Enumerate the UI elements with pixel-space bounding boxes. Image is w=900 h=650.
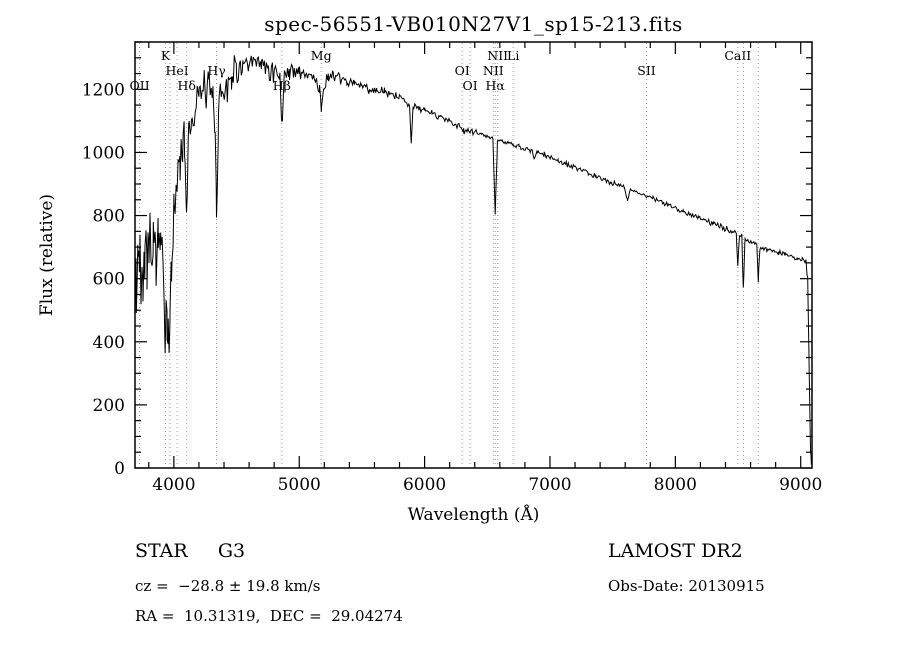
spectral-line-label: OII [130,78,150,93]
spectrum-trace [134,55,812,465]
x-tick-label: 6000 [403,475,446,495]
spectral-line-label: NII [487,48,508,63]
x-tick-label: 9000 [779,475,822,495]
spectral-line-label: Li [507,48,519,63]
spectral-line-label: SII [637,63,656,78]
y-tick-label: 1200 [82,80,125,100]
ra-dec-label: RA = 10.31319, DEC = 29.04274 [135,607,403,625]
plot-frame [134,41,813,469]
x-tick-label: 4000 [152,475,195,495]
spectral-line-label: Hβ [273,78,291,93]
y-tick-label: 200 [93,396,125,416]
spectral-line-label: HeI [165,63,188,78]
spectral-line-label: NII [483,63,504,78]
y-tick-label: 0 [114,459,125,479]
x-tick-label: 5000 [278,475,321,495]
x-tick-label: 7000 [528,475,571,495]
y-tick-label: 400 [93,333,125,353]
spectral-line-label: Mg [311,48,332,63]
spectral-line-label: OI [455,63,470,78]
spectral-line-label: OI [463,78,478,93]
spectral-line-label: Hα [486,78,506,93]
survey-label: LAMOST DR2 [608,540,743,562]
x-tick-label: 8000 [654,475,697,495]
spectral-line-label: CaII [724,48,751,63]
y-tick-label: 800 [93,207,125,227]
classification-label: STAR G3 [135,540,246,562]
y-tick-label: 600 [93,270,125,290]
chart-title: spec-56551-VB010N27V1_sp15-213.fits [264,12,683,36]
y-tick-label: 1000 [82,143,125,163]
cz-velocity-label: cz = −28.8 ± 19.8 km/s [135,577,321,595]
spectral-line-label: K [161,48,171,63]
spectral-line-label: Hγ [207,63,225,78]
spectral-line-label: Hδ [177,78,195,93]
x-axis-label: Wavelength (Å) [408,504,540,525]
obs-date-label: Obs-Date: 20130915 [608,577,765,595]
y-axis-label: Flux (relative) [37,194,57,316]
